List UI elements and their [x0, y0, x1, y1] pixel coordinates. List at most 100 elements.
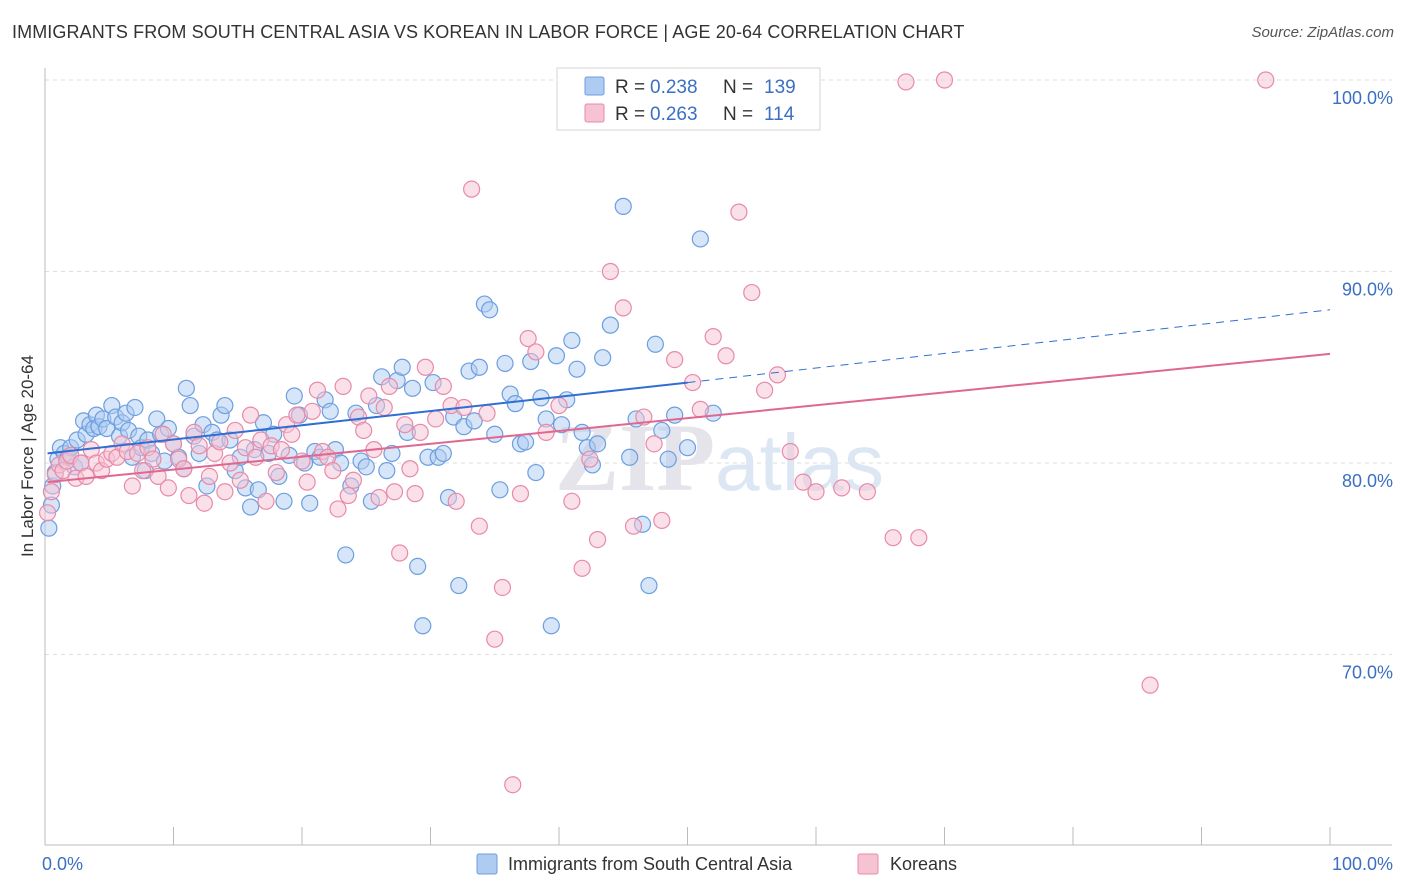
- series-koreans-points: [38, 71, 1275, 794]
- immigrant-point: [337, 546, 355, 564]
- korean-point: [401, 460, 419, 478]
- immigrant-point: [691, 230, 709, 248]
- watermark-atlas: atlas: [715, 418, 884, 507]
- korean-point: [1141, 676, 1159, 694]
- immigrant-point: [383, 444, 401, 463]
- korean-point: [406, 485, 424, 503]
- y-tick-labels: 100.0% 90.0% 80.0% 70.0%: [1332, 88, 1393, 683]
- korean-point: [134, 462, 152, 480]
- korean-point: [288, 406, 306, 424]
- immigrant-point: [568, 360, 586, 378]
- korean-point: [211, 433, 229, 451]
- korean-point: [833, 479, 851, 497]
- korean-point: [493, 578, 512, 597]
- korean-point: [717, 347, 735, 365]
- immigrant-point: [357, 458, 375, 476]
- korean-point: [42, 483, 61, 501]
- x-tick-label: 0.0%: [42, 854, 83, 874]
- korean-point: [807, 483, 825, 501]
- immigrant-point: [640, 576, 658, 595]
- immigrant-point: [563, 331, 581, 350]
- korean-point: [768, 366, 787, 384]
- trend-line-immigrants-extension: [687, 309, 1331, 384]
- immigrant-point: [573, 423, 591, 441]
- trend-line-koreans: [47, 352, 1331, 484]
- legend-swatch-koreans: [857, 853, 879, 875]
- korean-point: [144, 450, 162, 468]
- korean-point: [519, 329, 537, 348]
- korean-point: [470, 517, 488, 535]
- korean-point: [504, 776, 522, 794]
- immigrant-point: [403, 379, 422, 397]
- immigrant-point: [516, 433, 535, 451]
- korean-point: [242, 406, 260, 424]
- korean-point: [563, 492, 581, 510]
- immigrant-point: [434, 444, 452, 463]
- immigrant-point: [242, 498, 260, 516]
- korean-point: [385, 483, 404, 501]
- immigrant-point: [486, 425, 504, 443]
- immigrant-point: [275, 492, 293, 510]
- korean-point: [391, 544, 409, 562]
- immigrant-point: [678, 439, 697, 457]
- immigrant-point: [542, 617, 560, 635]
- korean-point: [704, 328, 722, 346]
- x-tick-labels: 0.0% 100.0%: [42, 854, 1393, 874]
- legend-n-label: N =: [723, 104, 753, 125]
- korean-point: [527, 343, 545, 361]
- immigrant-point: [527, 463, 545, 482]
- korean-point: [159, 479, 177, 497]
- korean-point: [478, 404, 496, 422]
- immigrant-point: [594, 349, 612, 367]
- korean-point: [624, 517, 643, 535]
- immigrant-point: [621, 448, 639, 466]
- immigrant-point: [659, 450, 677, 468]
- korean-point: [329, 500, 347, 518]
- korean-point: [511, 485, 530, 503]
- korean-point: [601, 262, 620, 281]
- korean-point: [298, 473, 316, 491]
- korean-point: [360, 387, 378, 405]
- legend-r-value: 0.263: [650, 104, 698, 125]
- immigrant-point: [321, 402, 339, 420]
- korean-point: [730, 203, 748, 221]
- korean-point: [755, 381, 774, 399]
- korean-point: [781, 442, 799, 461]
- trend-lines: [47, 309, 1331, 484]
- korean-point: [411, 423, 429, 441]
- immigrant-point: [506, 395, 524, 413]
- korean-point: [38, 504, 57, 522]
- immigrant-point: [496, 354, 514, 373]
- immigrant-point: [491, 481, 509, 499]
- korean-point: [334, 377, 352, 395]
- korean-point: [743, 283, 761, 302]
- korean-point: [272, 440, 291, 459]
- chart-title: IMMIGRANTS FROM SOUTH CENTRAL ASIA VS KO…: [12, 22, 965, 42]
- korean-point: [226, 421, 244, 440]
- korean-point: [935, 71, 954, 89]
- immigrant-point: [646, 335, 664, 353]
- axes: [44, 68, 1392, 846]
- legend-series: Immigrants from South Central Asia Korea…: [476, 853, 957, 875]
- korean-point: [303, 402, 321, 420]
- korean-point: [308, 381, 327, 399]
- y-tick-label: 80.0%: [1342, 471, 1393, 491]
- immigrant-point: [465, 412, 483, 430]
- immigrant-point: [126, 398, 144, 417]
- legend-r-value: 0.238: [650, 77, 698, 98]
- korean-point: [283, 425, 301, 443]
- immigrant-point: [285, 387, 303, 405]
- immigrant-point: [588, 435, 607, 453]
- immigrant-point: [552, 416, 571, 434]
- immigrant-point: [470, 358, 488, 376]
- korean-point: [180, 486, 198, 505]
- korean-point: [581, 450, 599, 468]
- korean-point: [339, 486, 357, 505]
- legend-swatch-blue: [584, 76, 605, 96]
- immigrant-point: [481, 301, 499, 319]
- legend-r-label: R =: [615, 104, 645, 125]
- korean-point: [195, 494, 213, 512]
- immigrant-point: [40, 519, 58, 537]
- immigrant-point: [393, 358, 411, 376]
